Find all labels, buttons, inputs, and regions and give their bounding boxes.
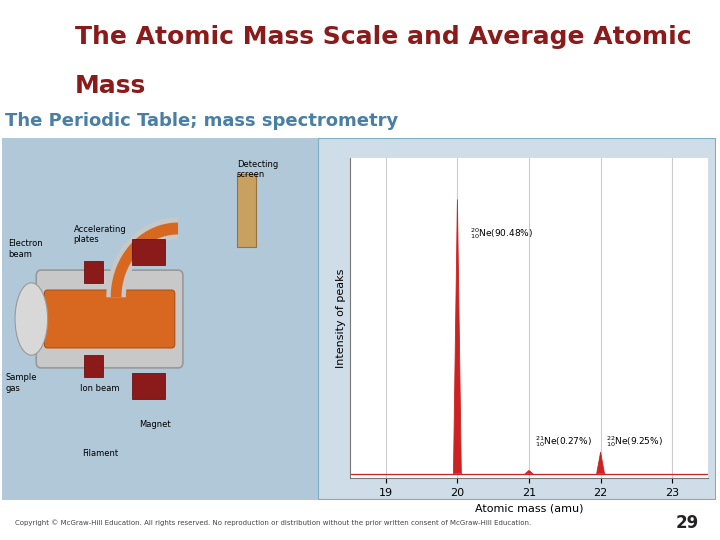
Polygon shape — [454, 200, 462, 474]
Text: Electron
beam: Electron beam — [9, 239, 43, 259]
Text: 29: 29 — [675, 514, 698, 531]
Bar — [84, 261, 103, 283]
Text: $^{22}_{10}$Ne(9.25%): $^{22}_{10}$Ne(9.25%) — [606, 434, 663, 449]
Polygon shape — [107, 218, 178, 298]
Polygon shape — [111, 222, 178, 298]
Text: Copyright © McGraw-Hill Education. All rights reserved. No reproduction or distr: Copyright © McGraw-Hill Education. All r… — [15, 519, 532, 526]
X-axis label: Atomic mass (amu): Atomic mass (amu) — [474, 503, 583, 514]
Polygon shape — [597, 453, 605, 474]
Y-axis label: Intensity of peaks: Intensity of peaks — [336, 268, 346, 368]
Text: $^{20}_{10}$Ne(90.48%): $^{20}_{10}$Ne(90.48%) — [470, 226, 534, 241]
FancyBboxPatch shape — [45, 290, 175, 348]
Text: $^{21}_{10}$Ne(0.27%): $^{21}_{10}$Ne(0.27%) — [535, 434, 592, 449]
Text: The Atomic Mass Scale and Average Atomic: The Atomic Mass Scale and Average Atomic — [75, 25, 692, 49]
Bar — [132, 239, 165, 265]
Text: Accelerating
plates: Accelerating plates — [73, 225, 127, 244]
Bar — [132, 373, 165, 399]
Ellipse shape — [15, 283, 48, 355]
Text: Detecting
screen: Detecting screen — [237, 160, 278, 179]
Text: Magnet: Magnet — [140, 420, 171, 429]
Text: 2.5: 2.5 — [9, 31, 59, 59]
FancyBboxPatch shape — [36, 270, 183, 368]
Bar — [237, 174, 256, 247]
Text: Filament: Filament — [82, 449, 118, 458]
Text: The Periodic Table; mass spectrometry: The Periodic Table; mass spectrometry — [5, 112, 398, 130]
Polygon shape — [525, 470, 533, 474]
Bar — [84, 355, 103, 377]
Text: Mass: Mass — [75, 74, 146, 98]
Text: Ion beam: Ion beam — [80, 384, 120, 393]
Text: Sample
gas: Sample gas — [5, 373, 37, 393]
